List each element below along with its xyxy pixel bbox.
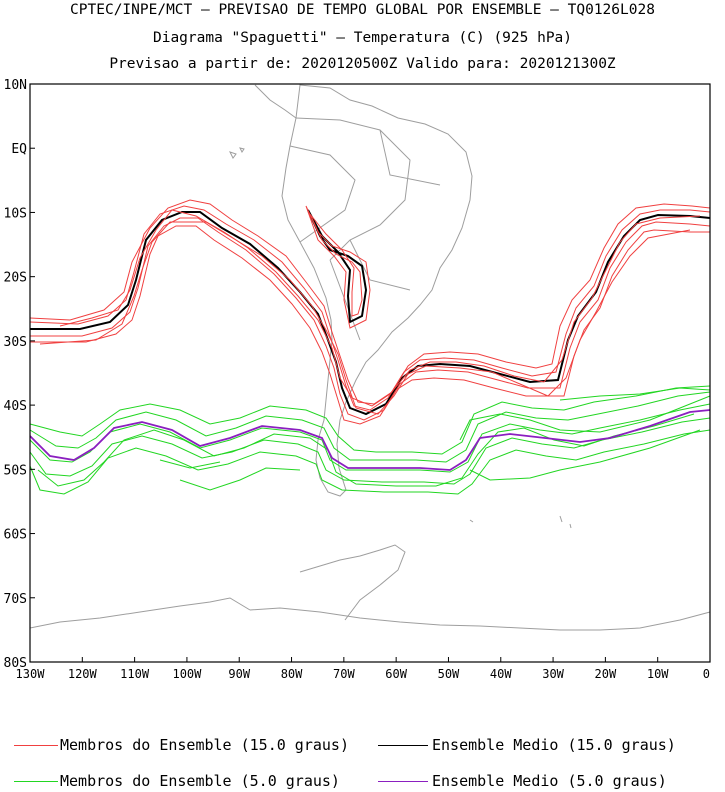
lat-tick-label: 80S	[4, 656, 27, 671]
lat-tick-label: EQ	[11, 142, 27, 157]
mean-15-contour	[30, 211, 711, 416]
legend-purple-mean: Ensemble Medio (5.0 graus)	[432, 772, 667, 790]
legend-black-line	[378, 745, 428, 746]
lon-tick-label: 10W	[647, 667, 669, 681]
title-line-3: Previsao a partir de: 2020120500Z Valido…	[109, 56, 616, 72]
antarctic-peninsula	[249, 544, 711, 631]
lat-tick-label: 10S	[4, 206, 27, 221]
central-america-coastline	[254, 84, 297, 119]
legend-red-line	[14, 745, 58, 746]
latitude-axis: 10N EQ 10S 20S 30S 40S 50S 60S 70S 80S	[4, 78, 35, 671]
lon-tick-label: 0	[703, 667, 710, 681]
lon-tick-label: 100W	[172, 667, 202, 681]
lon-tick-label: 30W	[542, 667, 564, 681]
legend-black-mean: Ensemble Medio (15.0 graus)	[432, 736, 676, 754]
antarctic-coast-west	[29, 597, 251, 629]
south-america-borders	[289, 117, 441, 341]
members-15	[29, 199, 711, 425]
islands-south	[469, 515, 572, 529]
lon-tick-label: 110W	[120, 667, 150, 681]
title-line-2: Diagrama "Spaguetti" — Temperatura (C) (…	[152, 30, 573, 46]
lat-tick-label: 70S	[4, 592, 27, 607]
lon-tick-label: 20W	[595, 667, 617, 681]
legend-green-line	[14, 781, 58, 782]
longitude-axis: 130W 120W 110W 100W 90W 80W 70W 60W 50W 40W 30W 20W…	[16, 657, 711, 681]
lat-tick-label: 30S	[4, 335, 27, 350]
legend-green-members: Membros do Ensemble (5.0 graus)	[60, 772, 340, 790]
lon-tick-label: 70W	[333, 667, 355, 681]
lat-tick-label: 20S	[4, 271, 27, 286]
legend-red-members: Membros do Ensemble (15.0 graus)	[60, 736, 349, 754]
lat-tick-label: 10N	[4, 78, 27, 93]
legend-purple-line	[378, 781, 428, 782]
lat-tick-label: 50S	[4, 463, 27, 478]
coastlines	[29, 84, 711, 631]
lon-tick-label: 90W	[228, 667, 250, 681]
members-5	[29, 385, 711, 495]
lon-tick-label: 60W	[385, 667, 407, 681]
mean-5-contour	[29, 409, 711, 471]
lon-tick-label: 80W	[281, 667, 303, 681]
south-america-coastline	[281, 84, 473, 497]
lon-tick-label: 50W	[438, 667, 460, 681]
members-15-andes	[305, 205, 371, 329]
mean-15-andes-contour	[307, 209, 368, 324]
lat-tick-label: 40S	[4, 399, 27, 414]
lat-tick-label: 60S	[4, 528, 27, 543]
lon-tick-label: 130W	[16, 667, 46, 681]
title-line-1: CPTEC/INPE/MCT — PREVISAO DE TEMPO GLOBA…	[70, 2, 655, 18]
islands	[229, 147, 245, 159]
map-frame	[29, 83, 711, 663]
lon-tick-label: 120W	[68, 667, 98, 681]
lon-tick-label: 40W	[490, 667, 512, 681]
